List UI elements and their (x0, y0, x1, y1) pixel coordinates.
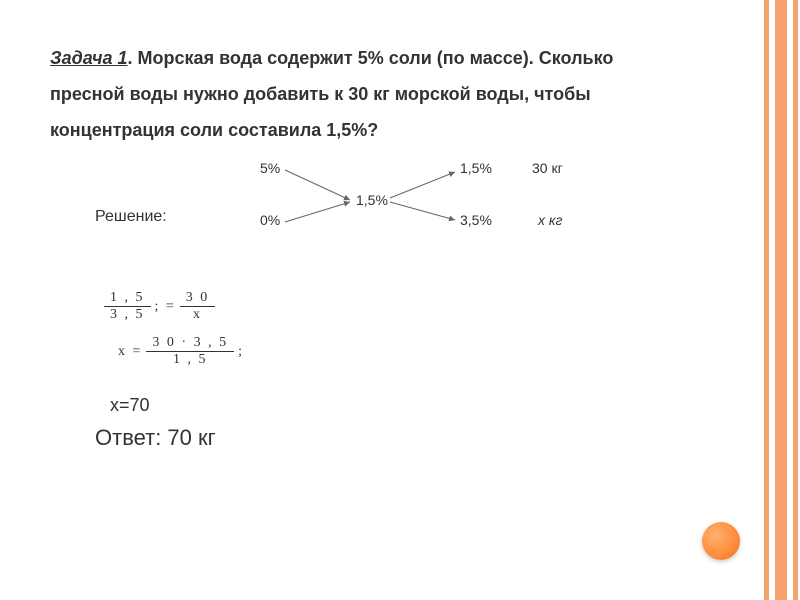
eq1-lhs-den: 3 , 5 (104, 307, 151, 323)
problem-statement: Задача 1. Морская вода содержит 5% соли … (50, 40, 750, 148)
slide-root: Задача 1. Морская вода содержит 5% соли … (0, 0, 800, 600)
eq2-num: 3 0 · 3 , 5 (146, 335, 234, 352)
problem-body-1: . Морская вода содержит 5% соли (по масс… (128, 48, 614, 68)
diag-right-bottom: 3,5% (460, 212, 492, 228)
eq2-trail: ; (238, 344, 244, 360)
cross-diagram: 5% 0% 1,5% 1,5% 3,5% 30 кг х кг (250, 160, 610, 240)
equation-2: x = 3 0 · 3 , 5 1 , 5 ; (118, 335, 244, 368)
eq1-sep: ; = (155, 299, 176, 315)
eq1-lhs-fraction: 1 , 5 3 , 5 (104, 290, 151, 323)
problem-title: Задача 1 (50, 48, 128, 68)
diag-left-top: 5% (260, 160, 280, 176)
eq1-rhs-den: x (180, 307, 216, 323)
eq1-lhs-num: 1 , 5 (104, 290, 151, 307)
diag-far-right-top: 30 кг (532, 160, 563, 176)
problem-body-2: пресной воды нужно добавить к 30 кг морс… (50, 84, 591, 104)
solution-label: Решение: (95, 208, 167, 226)
diag-far-right-bottom: х кг (538, 212, 562, 228)
eq1-rhs-num: 3 0 (180, 290, 216, 307)
equations-block: 1 , 5 3 , 5 ; = 3 0 x x = 3 0 · 3 , 5 1 … (100, 290, 244, 380)
eq2-fraction: 3 0 · 3 , 5 1 , 5 (146, 335, 234, 368)
eq2-x-label: x = (118, 344, 142, 360)
diag-right-top: 1,5% (460, 160, 492, 176)
diag-left-bottom: 0% (260, 212, 280, 228)
diag-center: 1,5% (356, 192, 388, 208)
decorative-right-border (764, 0, 800, 600)
problem-body-3: концентрация соли составила 1,5%? (50, 120, 378, 140)
result-line: х=70 (110, 395, 150, 416)
equation-1: 1 , 5 3 , 5 ; = 3 0 x (100, 290, 244, 323)
eq2-den: 1 , 5 (146, 352, 234, 368)
border-stripe (775, 0, 787, 600)
answer-line: Ответ: 70 кг (95, 425, 216, 451)
nav-circle-button[interactable] (702, 522, 740, 560)
eq1-rhs-fraction: 3 0 x (180, 290, 216, 323)
border-stripe (793, 0, 798, 600)
